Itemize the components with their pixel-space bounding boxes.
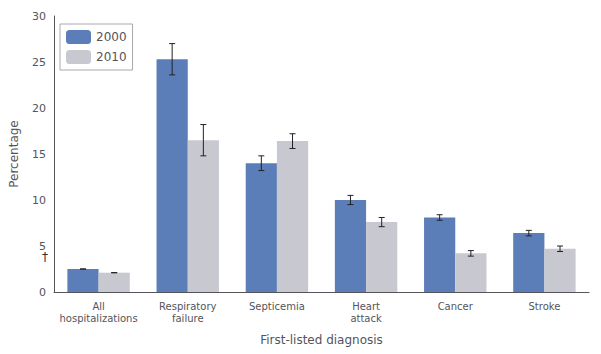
svg-text:Heart: Heart [352, 301, 380, 312]
svg-text:5: 5 [39, 239, 46, 253]
svg-text:20: 20 [32, 102, 46, 115]
svg-text:hospitalizations: hospitalizations [60, 313, 138, 324]
svg-text:Septicemia: Septicemia [249, 301, 305, 312]
svg-text:15: 15 [32, 148, 46, 161]
svg-text:2010: 2010 [96, 50, 127, 64]
svg-text:†: † [42, 250, 48, 264]
svg-text:Percentage: Percentage [7, 120, 21, 188]
svg-text:25: 25 [32, 56, 46, 69]
svg-text:Cancer: Cancer [438, 301, 474, 312]
svg-text:First-listed diagnosis: First-listed diagnosis [260, 333, 383, 347]
svg-text:30: 30 [32, 10, 46, 23]
svg-text:10: 10 [32, 194, 46, 207]
svg-text:All: All [92, 301, 104, 312]
svg-text:attack: attack [350, 313, 382, 324]
svg-text:failure: failure [172, 313, 204, 324]
svg-text:Stroke: Stroke [528, 301, 560, 312]
svg-text:Respiratory: Respiratory [159, 301, 216, 312]
svg-text:0: 0 [39, 286, 46, 299]
svg-text:2000: 2000 [96, 30, 127, 44]
